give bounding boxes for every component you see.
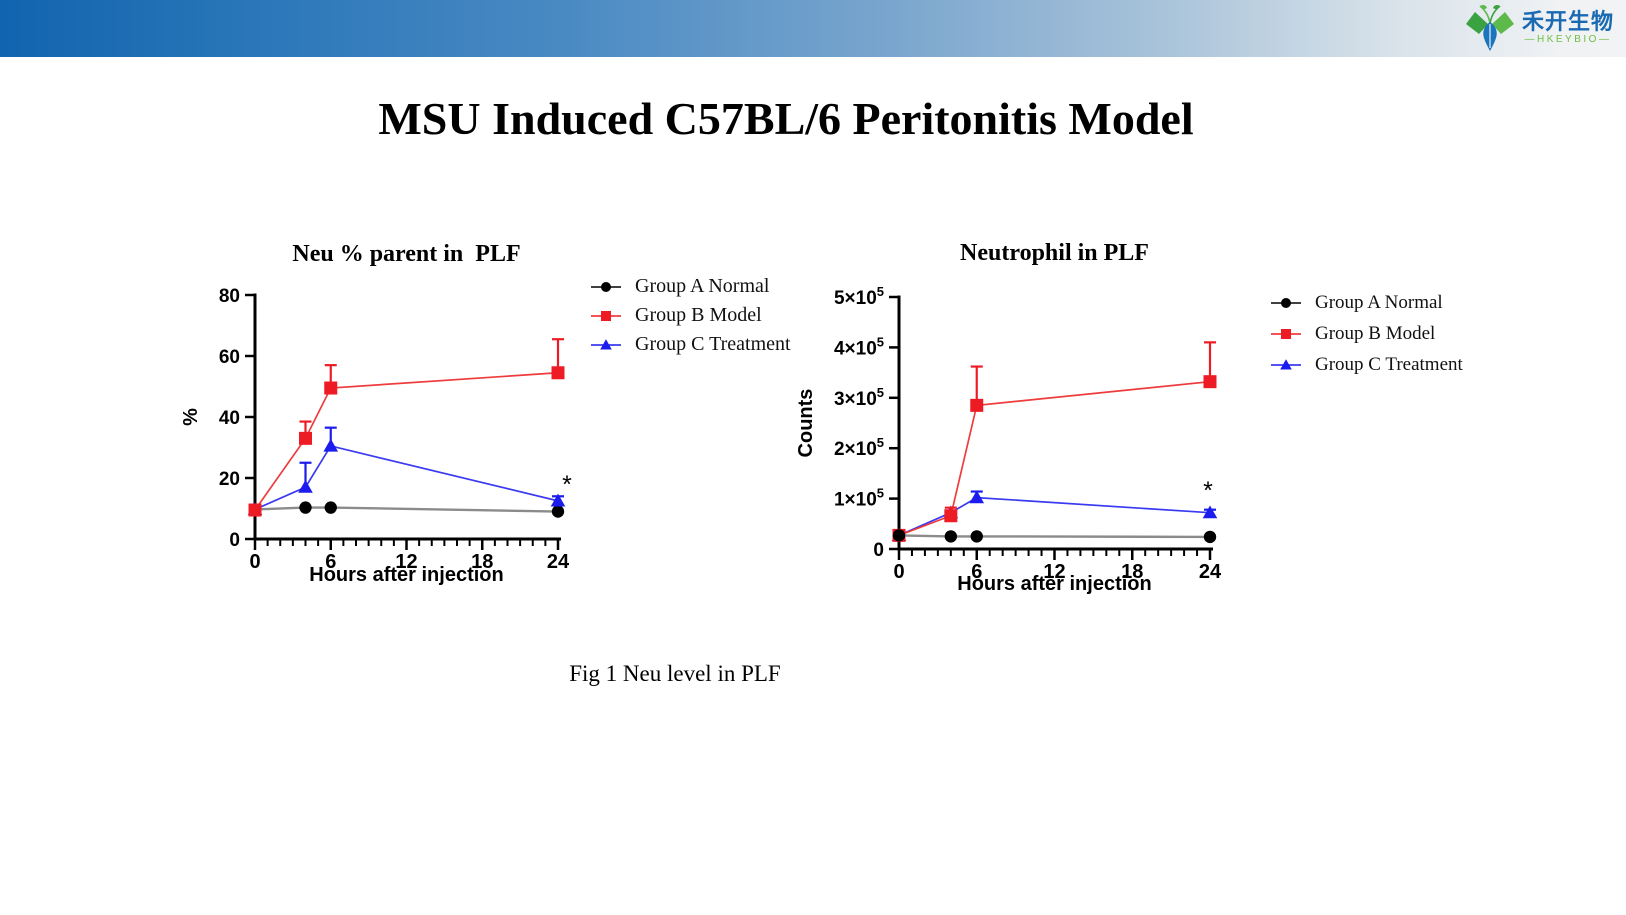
axis-frame xyxy=(253,293,561,541)
data-point-square xyxy=(299,431,312,445)
y-tick-label: 2×105 xyxy=(834,435,884,460)
legend-item: Group A Normal xyxy=(1270,287,1463,318)
data-point-square xyxy=(551,366,565,380)
legend-item: Group A Normal xyxy=(590,272,791,301)
data-point-circle xyxy=(1203,530,1217,544)
y-axis-label: Counts xyxy=(795,389,817,458)
legend-item-label: Group C Treatment xyxy=(1315,353,1463,375)
axis-frame xyxy=(897,295,1213,551)
legend-marker-triangle-icon xyxy=(591,338,621,349)
series-line xyxy=(254,371,559,511)
legend-marker-circle-icon xyxy=(591,281,621,292)
logo-name-cn: 禾开生物 xyxy=(1521,9,1614,35)
figure-caption: Fig 1 Neu level in PLF xyxy=(569,661,781,686)
x-axis-label: Hours after injection xyxy=(957,573,1151,595)
legend-item-label: Group C Treatment xyxy=(635,333,791,355)
x-tick-label: 24 xyxy=(547,551,570,573)
neutrophil-counts-chart: 0 1×105 2×105 3×105 4×105 5×105 0 6 12 18 24 Neutro… xyxy=(795,240,1222,595)
x-tick-label: 18 xyxy=(471,551,493,573)
y-tick-label: 20 xyxy=(219,469,240,490)
x-tick-label: 18 xyxy=(1121,561,1143,583)
data-point-triangle xyxy=(298,479,313,493)
y-tick-label: 5×105 xyxy=(834,284,884,309)
legend-item: Group B Model xyxy=(1270,318,1463,349)
y-tick-label: 0 xyxy=(873,540,884,561)
y-tick-label: 0 xyxy=(229,530,240,551)
x-tick-label: 0 xyxy=(249,551,260,573)
data-point-circle xyxy=(970,530,983,543)
y-tick-label: 60 xyxy=(219,347,240,368)
data-point-triangle xyxy=(323,438,339,452)
legend-item-label: Group A Normal xyxy=(1315,291,1443,313)
logo-text: 禾开生物 —HKEYBIO— xyxy=(1522,10,1614,46)
data-point-square xyxy=(1203,375,1217,389)
legend-item: Group C Treatment xyxy=(1270,349,1463,380)
x-tick-label: 24 xyxy=(1199,561,1222,583)
y-tick-label: 1×105 xyxy=(834,486,884,511)
company-logo: 禾开生物 —HKEYBIO— xyxy=(1465,3,1614,53)
legend-item: Group C Treatment xyxy=(590,330,791,359)
legend-marker-square-icon xyxy=(1271,328,1301,339)
page-title: MSU Induced C57BL/6 Peritonitis Model xyxy=(378,93,1194,144)
header-bar: 禾开生物 —HKEYBIO— xyxy=(0,0,1626,57)
data-point-circle xyxy=(324,501,337,514)
legend-item-label: Group B Model xyxy=(1315,322,1436,344)
series-line xyxy=(898,534,1211,539)
legend-item: Group B Model xyxy=(590,301,791,330)
data-point-circle xyxy=(892,529,906,542)
chart-title: Neu % parent in PLF xyxy=(292,241,520,267)
series-line xyxy=(254,506,559,513)
data-point-square xyxy=(248,503,262,517)
legend-neutrophil: Group A Normal Group B Model Group C Treat… xyxy=(1270,287,1463,380)
y-tick-label: 3×105 xyxy=(834,385,884,410)
x-axis-label: Hours after injection xyxy=(309,564,503,586)
legend-neu-percent: Group A Normal Group B Model Group C Treat… xyxy=(590,272,791,359)
legend-item-label: Group A Normal xyxy=(635,275,770,297)
x-tick-label: 6 xyxy=(971,561,982,583)
significance-asterisk: * xyxy=(1203,477,1213,505)
x-tick-label: 12 xyxy=(395,551,417,573)
series-line xyxy=(254,445,559,511)
y-tick-label: 80 xyxy=(219,286,240,307)
logo-name-en: —HKEYBIO— xyxy=(1524,34,1612,46)
legend-marker-triangle-icon xyxy=(1271,358,1301,369)
data-point-square xyxy=(944,509,958,523)
series-line xyxy=(898,380,1211,537)
y-tick-label: 40 xyxy=(219,408,240,429)
legend-marker-square-icon xyxy=(591,310,621,321)
x-tick-label: 6 xyxy=(325,551,336,573)
chart-title: Neutrophil in PLF xyxy=(960,240,1149,266)
legend-marker-circle-icon xyxy=(1271,297,1301,308)
data-point-square xyxy=(970,398,984,412)
data-point-triangle xyxy=(969,490,985,504)
neu-percent-chart: 0 20 40 60 80 0 6 12 18 24 Neu % parent in PLF Hour… xyxy=(180,241,572,586)
significance-asterisk: * xyxy=(562,471,572,499)
logo-leaf-icon xyxy=(1465,4,1514,51)
data-point-circle xyxy=(944,530,958,543)
data-point-triangle xyxy=(550,493,566,507)
data-point-circle xyxy=(299,501,312,514)
data-point-circle xyxy=(551,505,565,518)
y-tick-label: 4×105 xyxy=(834,334,884,359)
series-line xyxy=(898,496,1211,537)
data-point-square xyxy=(324,381,338,395)
data-point-triangle xyxy=(1202,505,1218,519)
legend-item-label: Group B Model xyxy=(635,304,762,326)
x-tick-label: 0 xyxy=(893,561,904,583)
x-tick-label: 12 xyxy=(1043,561,1065,583)
y-axis-label: % xyxy=(180,408,202,426)
